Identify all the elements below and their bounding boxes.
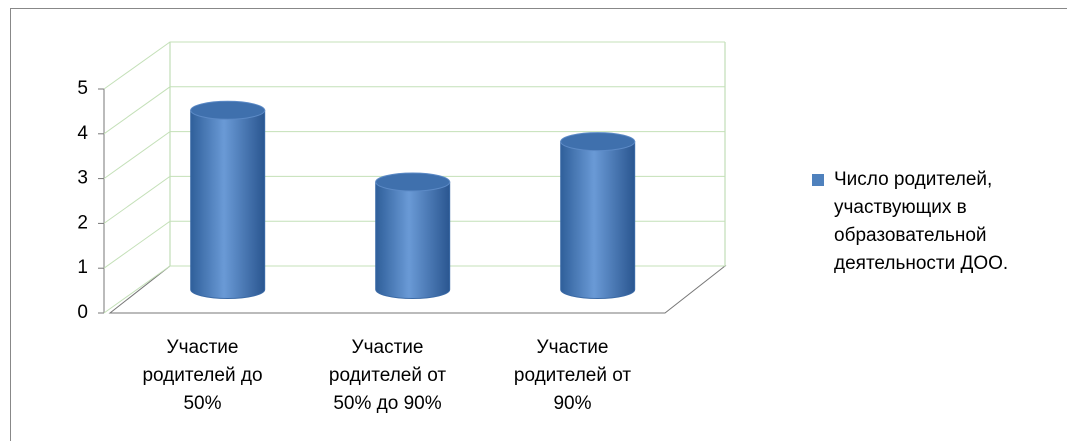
bar	[375, 181, 451, 299]
grid-line	[103, 86, 725, 135]
y-tick-label: 3	[77, 168, 88, 189]
bar-top	[560, 132, 636, 152]
bar	[560, 141, 636, 299]
bar-top	[375, 172, 451, 192]
y-tick-label: 5	[77, 78, 88, 99]
x-tick-label: Участие родителей от 50% до 90%	[328, 337, 447, 414]
grid-line	[103, 265, 725, 314]
y-tick-label: 1	[77, 257, 88, 278]
legend-swatch	[812, 174, 824, 186]
y-tick-label: 4	[77, 123, 88, 144]
bar	[190, 109, 266, 299]
y-tick-label: 2	[77, 212, 88, 233]
frame-border	[10, 8, 1067, 441]
legend-label: Число родителей, участвующих в образоват…	[834, 169, 1009, 274]
x-tick-label: Участие родителей от 90%	[513, 337, 632, 414]
bar-top	[190, 100, 266, 120]
y-tick-label: 0	[77, 302, 88, 323]
grid-line	[103, 220, 725, 269]
grid-line	[103, 175, 725, 224]
grid-line	[103, 41, 725, 90]
grid-line	[103, 131, 725, 180]
x-tick-label: Участие родителей до 50%	[142, 337, 263, 414]
